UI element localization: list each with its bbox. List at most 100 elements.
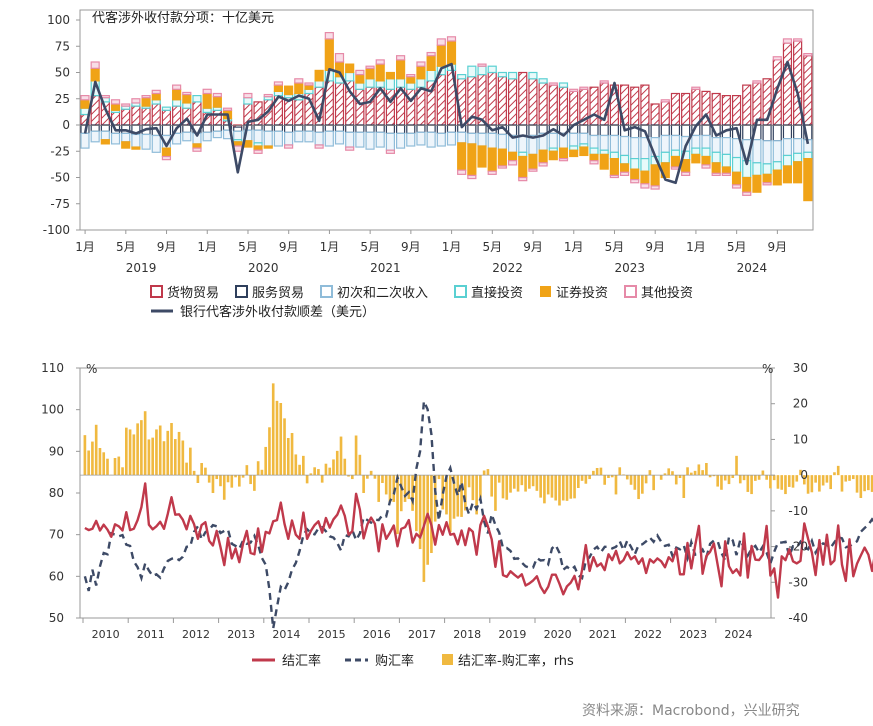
bar-portfolio xyxy=(406,76,416,84)
bar-services xyxy=(518,124,528,137)
chart-2-x-axis: 2010 2011 2012 2013 2014 2015 2016 2017 2018 2019… xyxy=(82,618,752,641)
diff-bar xyxy=(829,475,832,490)
diff-bar xyxy=(490,475,494,497)
x-tick-label: 5月 xyxy=(116,240,136,254)
left-tick-label: 90 xyxy=(49,444,64,458)
chart-2: % % 11010090807060503020100-10-20-30-40 … xyxy=(41,361,873,669)
bar-other xyxy=(426,51,436,57)
bar-income xyxy=(100,130,110,141)
bar-services xyxy=(579,124,589,134)
diff-bar xyxy=(234,475,237,478)
bar-other xyxy=(803,52,813,57)
bar-services xyxy=(90,124,100,132)
bar-services xyxy=(100,124,110,132)
bar-fdi xyxy=(772,161,782,171)
diff-bar xyxy=(761,470,765,476)
bar-other xyxy=(762,182,772,186)
bar-other xyxy=(436,38,446,46)
diff-bar xyxy=(637,475,640,500)
diff-bar xyxy=(343,458,347,476)
bar-portfolio xyxy=(110,103,121,111)
bar-portfolio xyxy=(589,153,599,162)
diff-bar xyxy=(253,475,256,491)
legend-purchase-label: 购汇率 xyxy=(375,653,414,669)
bar-fdi xyxy=(385,78,396,90)
legend-goods-swatch xyxy=(150,285,163,298)
diff-bar xyxy=(448,475,452,533)
diff-bar xyxy=(580,475,584,481)
bar-income xyxy=(467,132,477,145)
bar-services xyxy=(161,124,172,137)
x-tick-label: 5月 xyxy=(605,240,625,254)
diff-bar xyxy=(98,448,102,476)
diff-bar xyxy=(320,475,324,483)
bar-fdi xyxy=(243,97,253,105)
diff-bar xyxy=(328,467,332,476)
bar-income xyxy=(304,130,314,143)
bar-portfolio xyxy=(314,69,324,82)
bar-other xyxy=(121,103,131,107)
bar-goods xyxy=(589,86,599,126)
diff-bar xyxy=(464,475,467,511)
bar-income xyxy=(182,131,192,142)
bar-income xyxy=(202,131,212,142)
bar-portfolio xyxy=(803,158,813,202)
diff-bar xyxy=(742,475,746,481)
x-tick-label: 9月 xyxy=(768,240,788,254)
bar-goods xyxy=(131,105,141,126)
bar-other xyxy=(619,171,630,177)
bar-other xyxy=(151,89,161,95)
diff-bar xyxy=(396,475,399,535)
diff-bar xyxy=(313,467,316,476)
bar-services xyxy=(670,124,681,137)
diff-bar xyxy=(83,435,87,476)
x-tick-label: 1月 xyxy=(320,240,340,254)
bar-fdi xyxy=(192,94,202,103)
diff-bar xyxy=(844,475,848,482)
bar-income xyxy=(396,132,406,149)
bar-portfolio xyxy=(630,168,640,181)
bar-portfolio xyxy=(681,159,691,173)
bar-portfolio xyxy=(80,99,90,109)
bar-other xyxy=(253,149,263,154)
bar-income xyxy=(273,130,284,147)
diff-bar xyxy=(554,475,558,501)
bar-other xyxy=(131,98,141,104)
bar-portfolio xyxy=(233,141,243,147)
right-tick-label: -10 xyxy=(788,504,808,518)
bar-portfolio xyxy=(721,166,731,174)
bar-fdi xyxy=(182,102,192,109)
bar-portfolio xyxy=(436,44,446,67)
bar-services xyxy=(436,124,446,134)
chart-1-title: 代客涉外收付款分项：十亿美元 xyxy=(92,10,274,26)
bar-income xyxy=(762,140,772,165)
bar-other xyxy=(314,144,324,149)
bar-income xyxy=(691,134,701,149)
bar-other xyxy=(589,160,599,165)
diff-bar xyxy=(294,454,298,476)
bar-portfolio xyxy=(609,158,619,177)
bar-fdi xyxy=(731,156,742,173)
bar-income xyxy=(660,134,670,153)
bar-fdi xyxy=(345,71,355,82)
bar-services xyxy=(385,124,396,134)
bar-services xyxy=(681,124,691,138)
bar-portfolio xyxy=(141,97,151,107)
bar-income xyxy=(589,134,599,149)
diff-bar xyxy=(780,475,784,490)
legend-services-swatch xyxy=(235,285,248,298)
diff-bar xyxy=(452,475,456,519)
diff-bar xyxy=(302,455,305,476)
diff-bar xyxy=(806,475,810,494)
chart-1-net-line xyxy=(83,60,810,185)
diff-bar xyxy=(610,475,614,478)
bar-other xyxy=(446,36,457,42)
bar-services xyxy=(396,124,406,134)
chart-2-lines xyxy=(83,396,873,629)
bar-goods xyxy=(161,109,172,126)
diff-bar xyxy=(479,475,482,498)
right-tick-label: -30 xyxy=(788,575,808,589)
bar-fdi xyxy=(477,65,487,76)
bar-fdi xyxy=(640,158,650,172)
